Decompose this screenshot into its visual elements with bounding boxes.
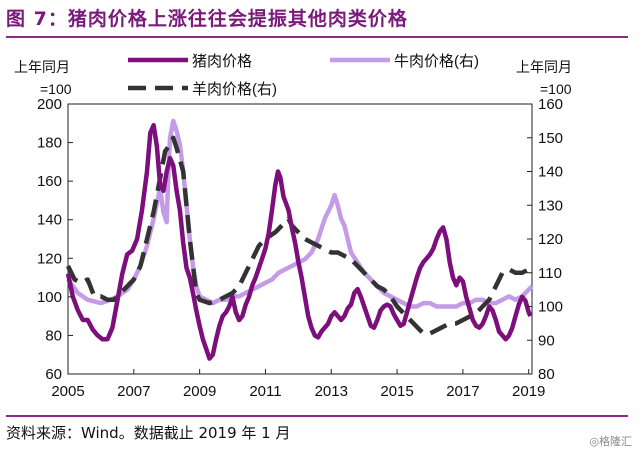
x-tick-label: 2013	[315, 383, 348, 400]
legend-label-1: 牛肉价格(右)	[394, 53, 479, 70]
left-tick-label: 180	[37, 135, 62, 152]
left-axis-label-line1: 上年同月	[14, 59, 70, 75]
x-tick-label: 2017	[446, 383, 479, 400]
left-tick-label: 200	[37, 96, 62, 113]
right-axis-label: 上年同月 =100	[516, 59, 572, 97]
left-tick-label: 80	[45, 327, 62, 344]
chart-svg: 上年同月 =100 上年同月 =100 60 80 100 120 140 160 180 2…	[14, 53, 572, 400]
watermark: ◎格隆汇	[589, 435, 632, 448]
right-tick-label: 130	[538, 197, 563, 214]
right-axis-label-line2: =100	[540, 81, 572, 97]
left-axis-label-line2: =100	[40, 81, 72, 97]
x-tick-label: 2007	[117, 383, 150, 400]
x-tick-label: 2005	[51, 383, 84, 400]
right-tick-label: 100	[538, 299, 563, 316]
bottom-divider	[6, 415, 628, 417]
left-tick-label: 120	[37, 250, 62, 267]
right-tick-label: 160	[538, 96, 563, 113]
legend-label-2: 羊肉价格(右)	[192, 81, 277, 98]
right-tick-label: 120	[538, 231, 563, 248]
right-tick-label: 80	[538, 366, 555, 383]
right-tick-label: 140	[538, 164, 563, 181]
right-tick-label: 90	[538, 332, 555, 349]
chart-title: 图 7：猪肉价格上涨往往会提振其他肉类价格	[6, 8, 408, 30]
x-tick-label: 2009	[183, 383, 216, 400]
left-tick-label: 160	[37, 173, 62, 190]
source-note: 资料来源：Wind。数据截止 2019 年 1 月	[6, 424, 291, 442]
legend-label-0: 猪肉价格	[192, 53, 252, 70]
legend: 猪肉价格 牛肉价格(右) 羊肉价格(右)	[128, 53, 479, 98]
x-tick-label: 2015	[380, 383, 413, 400]
x-tick-label: 2019	[512, 383, 545, 400]
left-tick-label: 100	[37, 289, 62, 306]
left-tick-label: 60	[45, 366, 62, 383]
series-line-0	[65, 122, 533, 361]
left-tick-label: 140	[37, 212, 62, 229]
right-tick-label: 150	[538, 130, 563, 147]
right-axis-label-line1: 上年同月	[516, 59, 572, 75]
left-axis-label: 上年同月 =100	[14, 59, 72, 97]
top-divider	[6, 36, 628, 38]
x-tick-label: 2011	[249, 383, 281, 400]
right-tick-label: 110	[538, 265, 562, 282]
